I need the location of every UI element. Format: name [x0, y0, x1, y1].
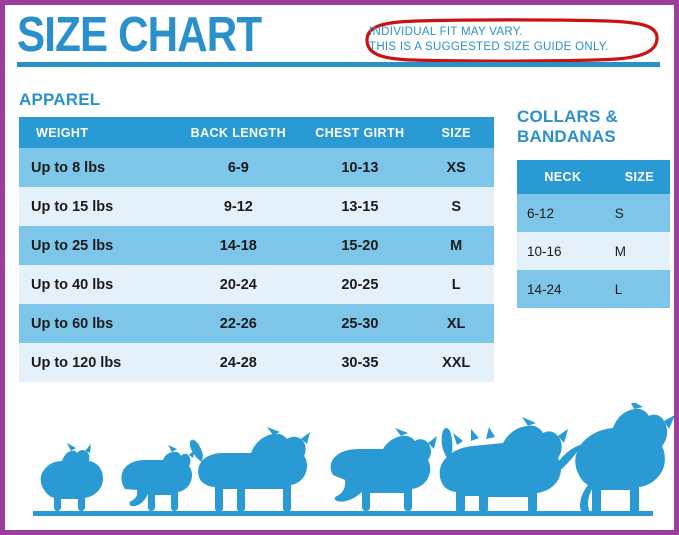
disclaimer-callout: INDIVIDUAL FIT MAY VARY. THIS IS A SUGGE… — [357, 18, 661, 62]
cell-back-length: 14-18 — [175, 226, 302, 265]
cell-neck: 14-24 — [517, 270, 609, 308]
cell-back-length: 9-12 — [175, 187, 302, 226]
cell-weight: Up to 8 lbs — [19, 148, 176, 187]
cell-weight: Up to 60 lbs — [19, 304, 176, 343]
apparel-table: WEIGHT BACK LENGTH CHEST GIRTH SIZE Up t… — [19, 117, 494, 382]
disclaimer-text: INDIVIDUAL FIT MAY VARY. THIS IS A SUGGE… — [369, 25, 609, 55]
cell-size: S — [418, 187, 494, 226]
cell-back-length: 6-9 — [175, 148, 302, 187]
cell-weight: Up to 15 lbs — [19, 187, 176, 226]
cell-neck: 6-12 — [517, 194, 609, 232]
apparel-table-body: Up to 8 lbs 6-9 10-13 XS Up to 15 lbs 9-… — [19, 148, 494, 382]
apparel-col-weight: WEIGHT — [19, 117, 176, 148]
page-inner: SIZE CHART INDIVIDUAL FIT MAY VARY. THIS… — [5, 5, 674, 530]
cell-size: M — [418, 226, 494, 265]
cell-chest-girth: 25-30 — [301, 304, 419, 343]
table-row: Up to 120 lbs 24-28 30-35 XXL — [19, 343, 494, 382]
table-row: 10-16 M — [517, 232, 670, 270]
collars-table: NECK SIZE 6-12 S 10-16 M 14-24 L — [517, 160, 670, 308]
table-row: 6-12 S — [517, 194, 670, 232]
collars-table-body: 6-12 S 10-16 M 14-24 L — [517, 194, 670, 308]
disclaimer-line-2: THIS IS A SUGGESTED SIZE GUIDE ONLY. — [369, 41, 609, 53]
apparel-col-chest-girth: CHEST GIRTH — [301, 117, 419, 148]
husky-dog-icon — [439, 417, 568, 513]
cell-weight: Up to 40 lbs — [19, 265, 176, 304]
table-row: Up to 60 lbs 22-26 25-30 XL — [19, 304, 494, 343]
collars-heading: COLLARS & BANDANAS — [517, 107, 618, 146]
callout-oval-icon — [365, 18, 659, 62]
apparel-table-head: WEIGHT BACK LENGTH CHEST GIRTH SIZE — [19, 117, 494, 148]
apparel-col-back-length: BACK LENGTH — [175, 117, 302, 148]
cell-chest-girth: 30-35 — [301, 343, 419, 382]
table-row: Up to 15 lbs 9-12 13-15 S — [19, 187, 494, 226]
cell-size: XL — [418, 304, 494, 343]
cell-back-length: 24-28 — [175, 343, 302, 382]
collars-header-row: NECK SIZE — [517, 160, 670, 194]
dog-silhouettes-illustration — [5, 403, 674, 530]
cell-weight: Up to 120 lbs — [19, 343, 176, 382]
cell-size: S — [608, 194, 670, 232]
cell-size: XXL — [418, 343, 494, 382]
cell-chest-girth: 10-13 — [301, 148, 419, 187]
apparel-col-size: SIZE — [418, 117, 494, 148]
cell-size: M — [608, 232, 670, 270]
disclaimer-line-1: INDIVIDUAL FIT MAY VARY. — [369, 26, 523, 38]
table-row: Up to 40 lbs 20-24 20-25 L — [19, 265, 494, 304]
cell-chest-girth: 20-25 — [301, 265, 419, 304]
cell-size: L — [418, 265, 494, 304]
table-row: Up to 25 lbs 14-18 15-20 M — [19, 226, 494, 265]
cell-back-length: 20-24 — [175, 265, 302, 304]
collars-col-size: SIZE — [608, 160, 670, 194]
cell-chest-girth: 13-15 — [301, 187, 419, 226]
cell-chest-girth: 15-20 — [301, 226, 419, 265]
page-title: SIZE CHART — [17, 8, 262, 62]
dog-silhouettes-svg — [33, 403, 674, 516]
spaniel-dog-icon — [330, 428, 437, 511]
table-row: 14-24 L — [517, 270, 670, 308]
apparel-header-row: WEIGHT BACK LENGTH CHEST GIRTH SIZE — [19, 117, 494, 148]
cell-size: L — [608, 270, 670, 308]
pug-dog-icon — [121, 445, 195, 511]
labrador-dog-icon — [189, 427, 310, 512]
title-underline — [17, 62, 660, 67]
collars-col-neck: NECK — [517, 160, 609, 194]
pomeranian-dog-icon — [40, 443, 103, 511]
cell-neck: 10-16 — [517, 232, 609, 270]
cell-back-length: 22-26 — [175, 304, 302, 343]
apparel-heading: APPAREL — [19, 90, 101, 109]
ground-line-icon — [33, 511, 653, 516]
great-dane-dog-icon — [555, 403, 674, 515]
cell-weight: Up to 25 lbs — [19, 226, 176, 265]
collars-table-head: NECK SIZE — [517, 160, 670, 194]
table-row: Up to 8 lbs 6-9 10-13 XS — [19, 148, 494, 187]
cell-size: XS — [418, 148, 494, 187]
